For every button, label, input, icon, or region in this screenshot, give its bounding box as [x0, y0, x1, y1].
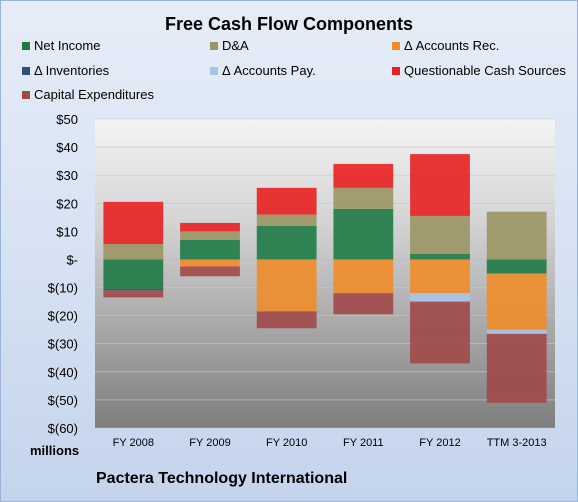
legend-item-da: D&A	[210, 38, 249, 53]
y-tick-label: $20	[56, 196, 78, 211]
legend-label: Δ Accounts Pay.	[222, 63, 316, 78]
bar-segment	[333, 259, 394, 294]
x-tick-label: FY 2009	[189, 437, 230, 449]
bar-segment	[103, 290, 164, 298]
legend-item-net-income: Net Income	[22, 38, 100, 53]
x-tick-label: TTM 3-2013	[487, 437, 547, 449]
x-tick-label: FY 2008	[113, 437, 154, 449]
legend-item-inventories: Δ Inventories	[22, 63, 109, 78]
bar-segment	[486, 273, 547, 330]
bar-segment	[486, 329, 547, 334]
y-tick-label: $(40)	[48, 365, 78, 380]
bar-segment	[103, 201, 164, 245]
bar-segment	[333, 163, 394, 188]
legend-swatch	[210, 41, 218, 50]
bar-segment	[333, 187, 394, 209]
y-tick-label: $(10)	[48, 281, 78, 296]
plot-area	[95, 119, 555, 428]
bar-segment	[256, 187, 317, 215]
y-tick-label: $(30)	[48, 337, 78, 352]
legend-swatch	[22, 90, 30, 99]
bar-segment	[256, 225, 317, 260]
bar-segment	[486, 211, 547, 260]
y-tick-label: $(20)	[48, 309, 78, 324]
bar-segment	[256, 214, 317, 226]
legend-item-accounts-rec: Δ Accounts Rec.	[392, 38, 499, 53]
y-tick-label: $50	[56, 112, 78, 127]
bar-segment	[256, 311, 317, 329]
bar-segment	[410, 215, 470, 254]
legend-swatch	[22, 41, 30, 50]
bar-segment	[410, 154, 470, 216]
bar-segment	[256, 259, 317, 312]
bar-segment	[103, 259, 164, 289]
x-tick-label: FY 2012	[419, 437, 460, 449]
legend-label: Questionable Cash Sources	[404, 63, 566, 78]
y-tick-label: $-	[66, 252, 78, 267]
legend-item-questionable-cash: Questionable Cash Sources	[392, 63, 566, 78]
legend-label: D&A	[222, 38, 249, 53]
legend-label: Capital Expenditures	[34, 87, 154, 102]
legend-item-accounts-pay: Δ Accounts Pay.	[210, 63, 316, 78]
legend-swatch	[392, 41, 400, 50]
bar-segment	[180, 231, 240, 240]
y-tick-label: $30	[56, 168, 78, 183]
bars	[103, 154, 547, 403]
legend-swatch	[392, 66, 400, 75]
bar-segment	[486, 259, 547, 274]
bar-segment	[410, 253, 470, 260]
x-tick-label: FY 2010	[266, 437, 307, 449]
bar-segment	[333, 208, 394, 260]
bar-segment	[333, 293, 394, 315]
bar-segment	[486, 333, 547, 403]
legend-swatch	[210, 66, 218, 75]
bar-segment	[103, 244, 164, 260]
y-tick-label: $40	[56, 140, 78, 155]
bar-segment	[180, 259, 240, 267]
y-tick-label: $(50)	[48, 393, 78, 408]
gridlines	[95, 118, 555, 429]
bar-segment	[410, 259, 470, 294]
x-tick-labels: FY 2008 FY 2009 FY 2010 FY 2011 FY 2012 TTM 3…	[113, 437, 547, 449]
units-label: millions	[30, 443, 80, 458]
y-tick-label: $(60)	[48, 421, 78, 436]
legend-label: Δ Inventories	[34, 63, 110, 78]
bar-segment	[180, 266, 240, 277]
y-tick-labels: $50 $40 $30 $20 $10 $- $(10) $(20) $(30) $(40) $(5…	[48, 112, 78, 436]
bar-segment	[180, 239, 240, 260]
legend-item-capex: Capital Expenditures	[22, 87, 154, 102]
legend-swatch	[22, 66, 30, 75]
chart-title: Free Cash Flow Components	[164, 14, 414, 34]
y-tick-label: $10	[56, 224, 78, 239]
bar-segment	[180, 222, 240, 232]
bar-segment	[410, 301, 470, 364]
bar-segment	[410, 293, 470, 302]
x-tick-label: FY 2011	[343, 437, 384, 449]
company-name: Pactera Technology International	[96, 470, 348, 487]
legend-label: Δ Accounts Rec.	[404, 38, 500, 53]
legend-label: Net Income	[34, 38, 101, 53]
bar-segment	[103, 288, 164, 291]
